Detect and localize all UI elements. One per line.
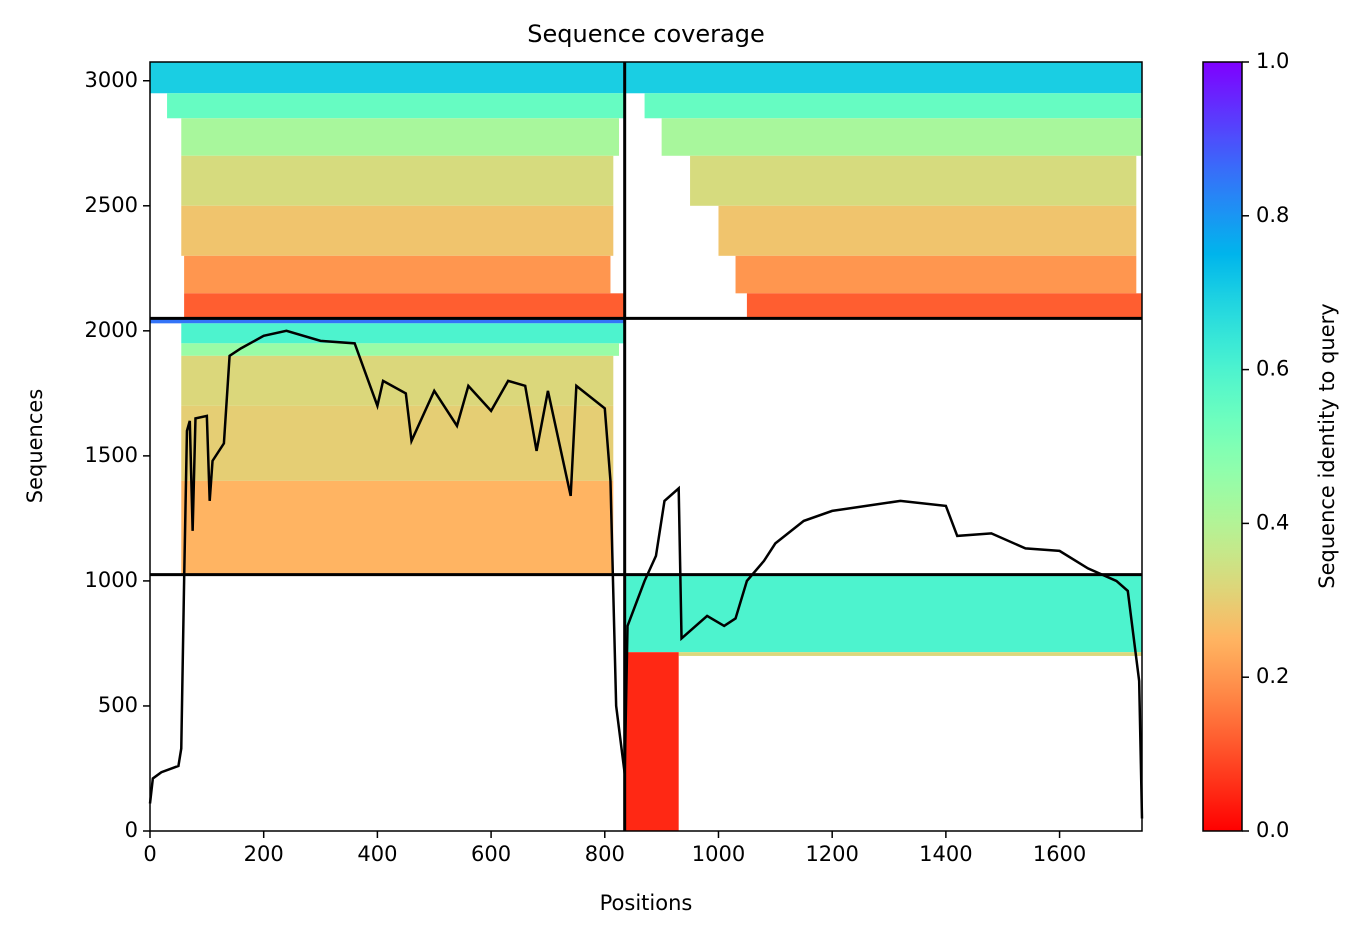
coverage-block [718,205,1137,256]
coverage-block [746,293,1142,319]
coverage-block [181,323,625,344]
y-tick-label: 1500 [85,443,138,467]
colorbar-tick-label: 0.6 [1256,357,1289,381]
x-tick-label: 1400 [919,842,972,866]
x-tick-label: 600 [471,842,511,866]
colorbar [1202,61,1243,832]
coverage-block [167,93,625,119]
coverage-block [184,293,625,319]
x-tick-label: 1000 [692,842,745,866]
coverage-block [150,62,625,94]
coverage-block [184,255,611,294]
x-tick-label: 1600 [1033,842,1086,866]
coverage-block [181,405,614,481]
chart-title: Sequence coverage [527,20,764,48]
x-tick-label: 0 [143,842,156,866]
coverage-block [624,652,679,831]
coverage-block [181,480,614,575]
coverage-block [678,652,1142,656]
y-tick-label: 0 [125,818,138,842]
colorbar-tick-label: 0.0 [1256,818,1289,842]
colorbar-tick-label: 0.8 [1256,203,1289,227]
coverage-block [181,355,614,406]
y-tick-label: 2000 [85,318,138,342]
plot-frame [149,61,1143,832]
colorbar-tick-label: 0.4 [1256,510,1289,534]
coverage-block [690,155,1137,206]
x-tick-label: 200 [244,842,284,866]
coverage-block [181,155,614,206]
coverage-block [644,93,1142,119]
x-tick-label: 800 [585,842,625,866]
coverage-block [735,255,1137,294]
x-axis-label: Positions [600,891,693,915]
colorbar-tick-label: 1.0 [1256,49,1289,73]
y-tick-label: 2500 [85,193,138,217]
y-axis-label: Sequences [23,389,47,504]
coverage-block [181,118,619,156]
y-tick-label: 1000 [85,568,138,592]
coverage-block [181,343,619,356]
coverage-block [661,118,1142,156]
x-tick-label: 400 [357,842,397,866]
x-tick-label: 1200 [805,842,858,866]
coverage-block [181,205,614,256]
y-tick-label: 500 [98,693,138,717]
colorbar-label: Sequence identity to query [1315,303,1339,588]
colorbar-tick-label: 0.2 [1256,664,1289,688]
y-tick-label: 3000 [85,68,138,92]
coverage-block [624,62,1142,94]
coverage-block [150,318,625,324]
coverage-block [624,574,1142,653]
coverage-line [148,329,1144,819]
